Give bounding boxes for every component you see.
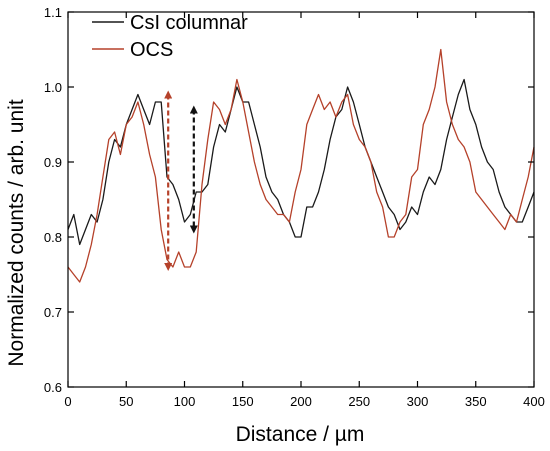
y-tick-label: 1.0 (44, 80, 62, 95)
x-tick-label: 100 (174, 394, 196, 409)
x-tick-label: 300 (407, 394, 429, 409)
x-tick-label: 0 (64, 394, 71, 409)
series-line-1 (67, 48, 535, 283)
y-tick-label: 0.9 (44, 155, 62, 170)
y-tick-label: 0.8 (44, 230, 62, 245)
series-line-0 (67, 78, 535, 246)
x-tick-label: 50 (119, 394, 133, 409)
x-tick-label: 350 (465, 394, 487, 409)
plot-frame (67, 11, 535, 388)
y-tick-label: 0.6 (44, 380, 62, 395)
annotation-layer (164, 90, 198, 271)
legend-label-ocs: OCS (130, 39, 173, 61)
legend-label-csi-columnar: CsI columnar (130, 12, 248, 34)
y-tick-label: 0.7 (44, 305, 62, 320)
x-tick-label: 150 (232, 394, 254, 409)
x-axis-title: Distance / µm (236, 423, 365, 446)
y-axis-title: Normalized counts / arb. unit (5, 99, 28, 366)
series-layer (67, 48, 535, 283)
x-tick-label: 200 (290, 394, 312, 409)
legend: CsI columnar OCS (92, 12, 248, 61)
x-tick-label: 400 (523, 394, 545, 409)
y-tick-label: 1.1 (44, 5, 62, 20)
x-tick-label: 250 (348, 394, 370, 409)
axes: 0 50 100 150 200 250 300 350 400 0.6 0.7 0.8 0.9 1.0 1… (44, 5, 545, 409)
